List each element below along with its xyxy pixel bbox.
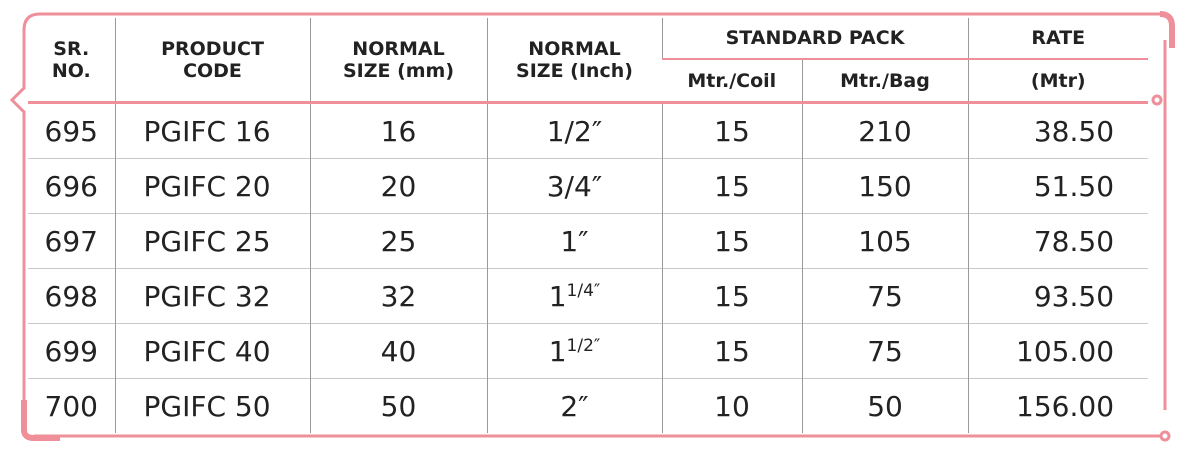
cell: 150 [801, 158, 969, 214]
frame-left [9, 30, 26, 430]
cell: 15 [661, 268, 802, 324]
cell: 75 [801, 268, 969, 324]
frame-dot [1159, 430, 1171, 442]
cell: 10 [661, 378, 802, 433]
cell: 38.50 [967, 102, 1149, 159]
cell: 695 [44, 114, 98, 148]
header-cell: (Mtr) [967, 58, 1149, 104]
cell: 75 [801, 323, 969, 379]
frame-top [22, 12, 1160, 31]
cell: 11/4″ [486, 268, 662, 324]
cell: 156.00 [967, 378, 1149, 433]
size-whole: 1/2″ [546, 114, 603, 148]
cell: PGIFC 25 [114, 213, 310, 269]
header-cell: SR. NO. [28, 18, 115, 104]
cell: 699 [28, 323, 115, 379]
frame-dot [1151, 94, 1163, 106]
size-whole: 2″ [560, 389, 589, 423]
cell: 696 [28, 158, 115, 214]
header-cell: PRODUCT CODE [114, 18, 310, 104]
cell: PGIFC 50 [114, 378, 310, 433]
cell: 700 [28, 378, 115, 433]
cell: 15 [661, 158, 802, 214]
cell: PGIFC 16 [114, 102, 310, 159]
table-row: 697 PGIFC 25 25 1″ 15 105 78.50 [28, 213, 1149, 269]
cell: 51.50 [967, 158, 1149, 214]
table-row: 695 PGIFC 16 16 1/2″ 15 210 38.50 [28, 102, 1149, 159]
table-row: 698 PGIFC 32 32 11/4″ 15 75 93.50 [28, 268, 1149, 324]
cell: 50 [801, 378, 969, 433]
cell: 697 [28, 213, 115, 269]
header-cell: STANDARD PACK [661, 18, 969, 59]
cell: PGIFC 40 [114, 323, 310, 379]
cell: 15 [661, 323, 802, 379]
cell: 93.50 [967, 268, 1149, 324]
size-fraction: 1/4″ [566, 280, 601, 301]
cell: 1″ [486, 213, 662, 269]
header-cell: NORMAL SIZE (Inch) [486, 18, 662, 104]
table-row: 700 PGIFC 50 50 2″ 10 50 156.00 [28, 378, 1149, 433]
cell: 698 [28, 268, 115, 324]
cell: 2″ [486, 378, 662, 433]
size-fraction: 1/2″ [566, 335, 601, 356]
cell: PGIFC 32 [114, 268, 310, 324]
table-body: 695 PGIFC 16 16 1/2″ 15 210 38.50 696 PGIFC 20 20… [28, 102, 1149, 433]
cell: PGIFC 20 [114, 158, 310, 214]
cell: 40 [309, 323, 487, 379]
cell: 105.00 [967, 323, 1149, 379]
size-whole: 1″ [560, 224, 589, 258]
header-cell: RATE [967, 18, 1149, 59]
cell: 16 [309, 102, 487, 159]
cell: 3/4″ [486, 158, 662, 214]
cell: 25 [309, 213, 487, 269]
cell: 210 [801, 102, 969, 159]
size-whole: 3/4″ [546, 169, 603, 203]
frame-corner [1159, 11, 1175, 48]
table-row: 696 PGIFC 20 20 3/4″ 15 150 51.50 [28, 158, 1149, 214]
frame-corner [21, 400, 60, 441]
size-whole: 1 [548, 334, 567, 368]
cell: 15 [661, 102, 802, 159]
price-table: SR. NO. PRODUCT CODE NORMAL SIZE (mm) NO… [28, 18, 1149, 433]
cell: 50 [309, 378, 487, 433]
cell: 105 [801, 213, 969, 269]
cell: 78.50 [967, 213, 1149, 269]
cell: 32 [309, 268, 487, 324]
table-row: 699 PGIFC 40 40 11/2″ 15 75 105.00 [28, 323, 1149, 379]
size-whole: 1 [548, 279, 567, 313]
cell: 20 [309, 158, 487, 214]
header-cell: Mtr./Coil [662, 58, 802, 104]
cell: 1/2″ [486, 102, 662, 159]
header-cell: Mtr./Bag [801, 58, 969, 104]
cell: 15 [661, 213, 802, 269]
header-cell: NORMAL SIZE (mm) [309, 18, 487, 104]
cell: 11/2″ [486, 323, 662, 379]
